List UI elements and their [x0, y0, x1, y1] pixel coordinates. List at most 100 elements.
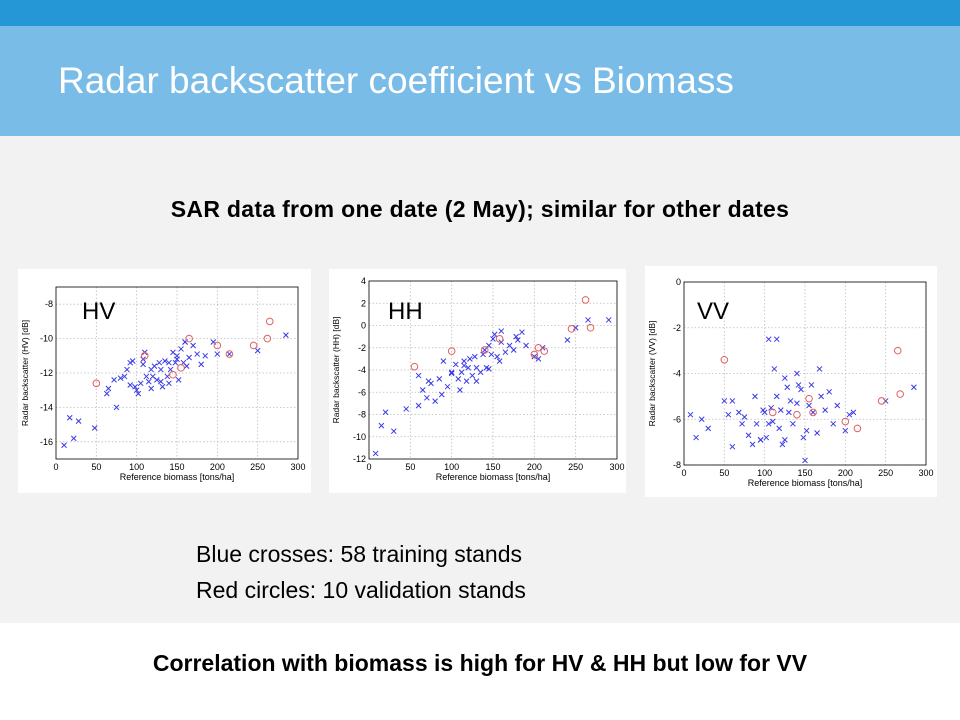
training-cross-point [117, 375, 124, 382]
cross-stroke [463, 378, 470, 384]
training-cross-point [425, 378, 432, 384]
training-cross-point [814, 430, 820, 436]
cross-stroke [818, 393, 824, 400]
validation-circle-point [185, 334, 193, 343]
cross-stroke [693, 434, 699, 441]
training-cross-point [158, 366, 164, 373]
training-cross-point [419, 387, 426, 393]
cross-stroke [164, 373, 171, 380]
y-tick-label: -6 [673, 414, 681, 424]
cross-stroke [490, 335, 496, 342]
y-axis-label: Radar backscatter (HH) [dB] [331, 317, 341, 424]
training-cross-point [749, 441, 756, 448]
training-cross-point [151, 363, 158, 369]
training-cross-point [159, 383, 166, 390]
training-cross-point [800, 434, 807, 441]
y-tick-label: -6 [358, 387, 366, 397]
plot-frame [368, 280, 618, 460]
cross-stroke [198, 361, 205, 368]
cross-stroke [752, 393, 758, 400]
cross-stroke [808, 382, 815, 388]
training-cross-point [486, 366, 492, 372]
training-cross-point [773, 393, 780, 400]
y-tick-label: -4 [358, 365, 366, 375]
cross-stroke [461, 358, 467, 364]
training-cross-point [790, 420, 796, 427]
training-cross-point [481, 347, 488, 353]
cross-stroke [127, 382, 134, 388]
cross-stroke [103, 390, 110, 397]
cross-stroke [480, 351, 486, 358]
cross-stroke [183, 363, 190, 369]
training-cross-point [372, 450, 379, 457]
cross-stroke [158, 378, 164, 385]
cross-stroke [133, 387, 140, 394]
training-cross-point [693, 434, 699, 441]
validation-circle-point [530, 350, 539, 359]
training-cross-point [491, 331, 498, 338]
training-cross-point [781, 375, 788, 381]
validation-circle-point [495, 335, 504, 343]
cross-stroke [798, 386, 804, 393]
training-cross-point [226, 351, 233, 357]
cross-stroke [741, 414, 748, 420]
training-cross-point [494, 353, 500, 360]
hh-panel-label: HH [388, 298, 423, 325]
y-tick-label: -2 [673, 323, 681, 333]
training-cross-point [787, 398, 794, 404]
cross-stroke [457, 387, 463, 393]
training-cross-point [463, 378, 470, 384]
x-tick-label: 250 [878, 468, 893, 478]
training-cross-point [477, 369, 484, 376]
training-cross-point [132, 383, 138, 390]
validation-circle-point [265, 317, 274, 326]
training-cross-point [105, 385, 112, 392]
y-tick-label: -14 [40, 402, 53, 412]
cross-stroke [124, 366, 130, 373]
cross-stroke [473, 364, 480, 371]
validation-circle-point [169, 370, 177, 379]
training-cross-point [818, 393, 824, 400]
x-tick-label: 250 [568, 462, 583, 472]
hv-scatter-plot: 0 50 100 150 200 250 300 -8 -10 -12 -14 -16 Referenc… [20, 286, 306, 482]
validation-circle-point [540, 347, 549, 355]
cross-stroke [765, 336, 772, 343]
cross-stroke [802, 457, 808, 464]
cross-stroke [466, 356, 473, 362]
validation-circle-point [768, 408, 777, 417]
training-cross-point [779, 441, 786, 448]
training-cross-point [466, 356, 473, 362]
cross-stroke [448, 370, 455, 377]
cross-stroke [419, 387, 426, 393]
validation-circle-point [805, 394, 813, 403]
cross-stroke [121, 373, 128, 380]
cross-stroke [882, 398, 889, 404]
x-tick-label: 100 [129, 462, 144, 472]
cross-stroke [776, 425, 783, 432]
cross-stroke [149, 373, 156, 380]
y-axis-label: Radar backscatter (HV) [dB] [20, 320, 30, 426]
y-tick-label: 4 [361, 276, 366, 286]
training-cross-point [834, 402, 841, 409]
training-cross-point [415, 372, 422, 379]
cross-stroke [481, 347, 488, 353]
training-cross-point [850, 409, 857, 416]
training-cross-point [175, 377, 182, 383]
cross-stroke [440, 358, 447, 364]
vv-panel-label: VV [697, 298, 730, 325]
training-cross-point [795, 382, 802, 388]
validation-circle-point [896, 390, 904, 398]
training-cross-point [510, 347, 517, 353]
cross-stroke [61, 442, 67, 449]
cross-stroke [779, 441, 786, 448]
cross-stroke [687, 411, 694, 418]
cross-stroke [202, 352, 209, 359]
x-tick-label: 200 [527, 462, 542, 472]
validation-circle-point [177, 364, 185, 372]
cross-stroke [117, 375, 124, 382]
training-cross-point [745, 432, 752, 439]
cross-stroke [465, 364, 472, 371]
cross-stroke [535, 356, 542, 362]
cross-stroke [721, 398, 728, 404]
cross-stroke [729, 443, 736, 450]
